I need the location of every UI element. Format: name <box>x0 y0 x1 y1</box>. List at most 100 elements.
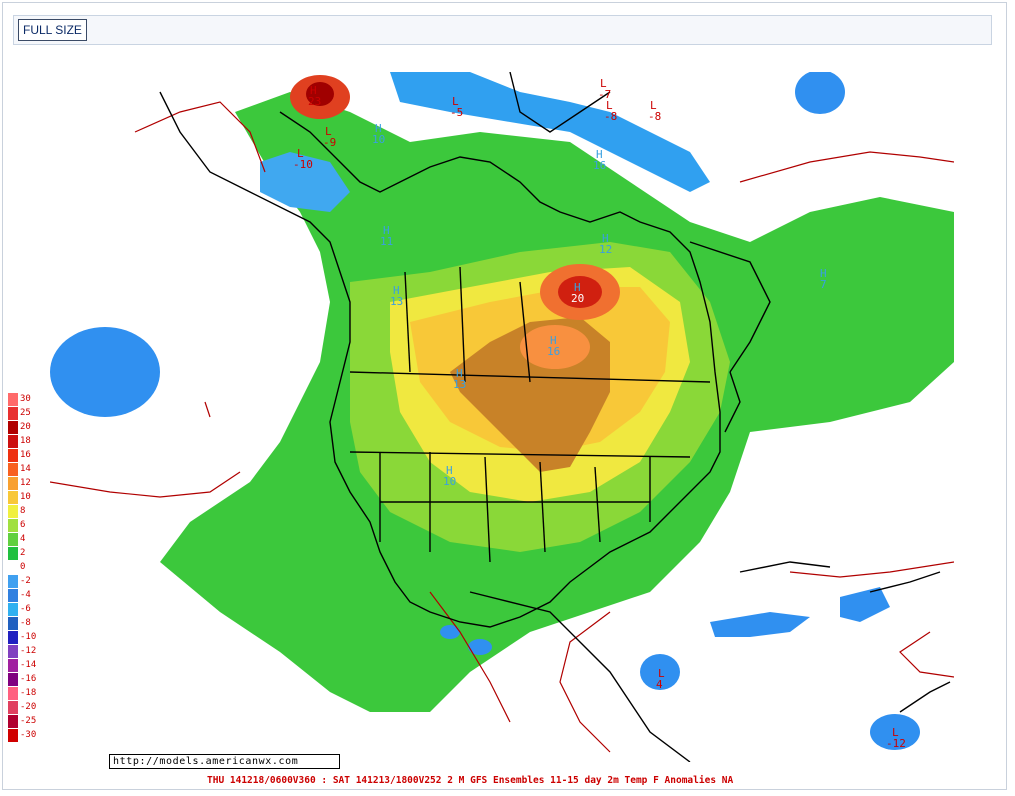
svg-text:10: 10 <box>372 133 385 146</box>
label-h12: H 12 <box>599 232 612 256</box>
legend-row: -6 <box>6 603 46 617</box>
svg-text:L: L <box>606 99 613 112</box>
legend-row: 30 <box>6 393 46 407</box>
svg-text:H: H <box>446 464 453 477</box>
svg-text:H: H <box>550 334 557 347</box>
legend-row: -12 <box>6 645 46 659</box>
legend-label: 16 <box>20 450 31 460</box>
legend-swatch <box>8 729 18 743</box>
svg-text:L: L <box>325 125 332 138</box>
svg-text:13: 13 <box>453 378 466 391</box>
map-caption: THU 141218/0600V360 : SAT 141213/1800V25… <box>207 775 734 786</box>
legend-swatch <box>8 701 18 715</box>
label-l-5: L -5 <box>450 95 463 119</box>
svg-text:H: H <box>574 281 581 294</box>
legend-row: -20 <box>6 701 46 715</box>
legend-label: -10 <box>20 632 37 642</box>
source-url: http://models.americanwx.com <box>109 754 340 769</box>
legend-label: 20 <box>20 422 31 432</box>
legend-label: 8 <box>20 506 26 516</box>
legend-label: -25 <box>20 716 37 726</box>
anomaly-hotspot-hudson-core <box>558 276 602 308</box>
svg-text:4: 4 <box>656 678 663 691</box>
svg-text:H: H <box>375 122 382 135</box>
svg-text:-8: -8 <box>648 110 661 123</box>
label-h7: H 7 <box>820 267 827 291</box>
legend-row: -30 <box>6 729 46 743</box>
anomaly-region-cold-mexico2 <box>440 625 460 639</box>
label-l-9: L -9 <box>323 125 336 149</box>
svg-text:H: H <box>383 224 390 237</box>
anomaly-region-cold-pacific <box>50 327 160 417</box>
legend-row: 25 <box>6 407 46 421</box>
anomaly-region-cold-mexico <box>468 639 492 655</box>
svg-text:H: H <box>456 367 463 380</box>
svg-text:L: L <box>650 99 657 112</box>
legend-swatch <box>8 533 18 547</box>
label-h13b: H 13 <box>453 367 466 391</box>
label-h16b: H 16 <box>593 148 606 172</box>
anomaly-region-cold-east <box>840 587 890 622</box>
label-l4: L 4 <box>656 667 665 691</box>
legend-swatch <box>8 561 18 575</box>
legend-row: 0 <box>6 561 46 575</box>
legend-row: -8 <box>6 617 46 631</box>
legend-swatch <box>8 519 18 533</box>
legend-row: -2 <box>6 575 46 589</box>
legend-label: -30 <box>20 730 37 740</box>
legend-label: -18 <box>20 688 37 698</box>
legend-label: 6 <box>20 520 26 530</box>
legend-label: 25 <box>20 408 31 418</box>
svg-text:-12: -12 <box>886 737 906 750</box>
svg-text:-9: -9 <box>323 136 336 149</box>
svg-text:-7: -7 <box>598 88 611 101</box>
anomaly-region-cold-greenland <box>390 72 710 192</box>
legend-label: 0 <box>20 562 26 572</box>
anomaly-region-cold-southeast <box>870 714 920 750</box>
legend-row: -25 <box>6 715 46 729</box>
svg-text:12: 12 <box>599 243 612 256</box>
svg-text:16: 16 <box>547 345 560 358</box>
svg-text:20: 20 <box>571 292 584 305</box>
legend-row: 2 <box>6 547 46 561</box>
legend-swatch <box>8 715 18 729</box>
legend-swatch <box>8 393 18 407</box>
full-size-button[interactable]: FULL SIZE <box>18 19 87 41</box>
legend-row: 20 <box>6 421 46 435</box>
legend-label: 10 <box>20 492 31 502</box>
legend-swatch <box>8 603 18 617</box>
legend-row: -4 <box>6 589 46 603</box>
label-h10b: H 10 <box>443 464 456 488</box>
anomaly-region-cold-atlantic <box>795 72 845 114</box>
legend-row: 6 <box>6 519 46 533</box>
legend-swatch <box>8 589 18 603</box>
svg-text:-10: -10 <box>293 158 313 171</box>
temperature-anomaly-map[interactable]: H 23 L -5 L -7 L -8 L -8 H 10 <box>50 72 954 762</box>
legend-label: 2 <box>20 548 26 558</box>
label-h20: H 20 <box>571 281 584 305</box>
anomaly-hotspot-central <box>520 325 590 369</box>
anomaly-region-cold-caribbean <box>710 612 810 637</box>
legend-label: -4 <box>20 590 31 600</box>
legend-label: -20 <box>20 702 37 712</box>
svg-text:13: 13 <box>390 295 403 308</box>
legend-row: -10 <box>6 631 46 645</box>
legend-label: 14 <box>20 464 31 474</box>
anomaly-hotspot-alaska-core <box>306 82 334 106</box>
svg-text:H: H <box>393 284 400 297</box>
legend-label: -12 <box>20 646 37 656</box>
legend-swatch <box>8 491 18 505</box>
legend-label: -6 <box>20 604 31 614</box>
anomaly-region-cold-central-am <box>640 654 680 690</box>
legend-row: 18 <box>6 435 46 449</box>
svg-text:L: L <box>600 77 607 90</box>
toolbar: FULL SIZE <box>13 15 992 45</box>
legend-label: 30 <box>20 394 31 404</box>
legend-swatch <box>8 659 18 673</box>
legend-row: 8 <box>6 505 46 519</box>
color-legend: 30 25 20 18 16 14 12 10 8 6 4 2 0 -2 -4 -6 -8 -10 -12 -14 -1… <box>6 393 46 750</box>
legend-row: 4 <box>6 533 46 547</box>
legend-label: -14 <box>20 660 37 670</box>
legend-swatch <box>8 477 18 491</box>
legend-label: -16 <box>20 674 37 684</box>
